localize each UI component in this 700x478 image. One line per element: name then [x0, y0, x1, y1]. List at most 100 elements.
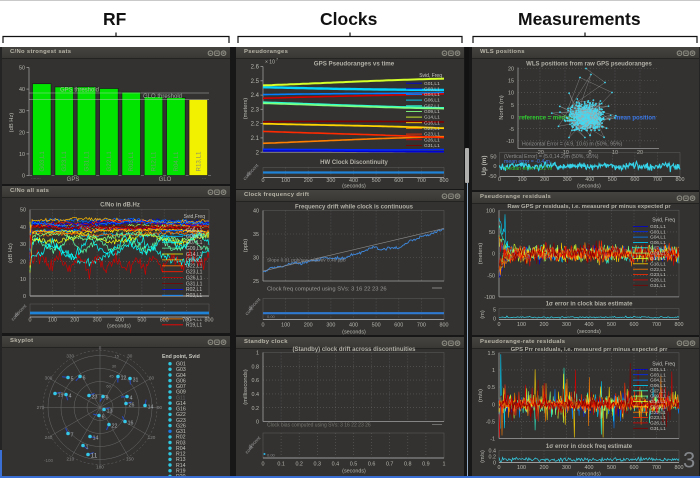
svg-text:100: 100: [281, 178, 290, 184]
svg-text:13: 13: [107, 408, 113, 414]
svg-text:G09,L1: G09,L1: [650, 250, 666, 256]
svg-text:400: 400: [115, 318, 124, 324]
svg-text:R02: R02: [176, 434, 186, 440]
svg-text:(Vertical Error) = (5.0,14.2)m: (Vertical Error) = (5.0,14.2)m (50%, 95%…: [504, 154, 599, 160]
svg-text:300: 300: [326, 323, 335, 329]
svg-text:C/No in dB.Hz: C/No in dB.Hz: [100, 203, 140, 209]
svg-text:0: 0: [262, 462, 265, 468]
svg-text:0.2: 0.2: [252, 406, 260, 412]
svg-text:-1: -1: [490, 436, 495, 442]
svg-text:G05,L1: G05,L1: [186, 228, 203, 234]
svg-text:G01,L1: G01,L1: [650, 224, 666, 230]
svg-text:North (m): North (m): [499, 95, 505, 120]
svg-text:G04,L1: G04,L1: [424, 92, 440, 98]
svg-text:30: 30: [112, 363, 117, 368]
svg-text:400: 400: [585, 465, 594, 471]
svg-text:Svid, Freq: Svid, Freq: [652, 217, 675, 223]
svg-text:G07,L1: G07,L1: [650, 245, 666, 251]
svg-text:Svid, Freq: Svid, Freq: [419, 73, 442, 79]
svg-text:0.8: 0.8: [404, 462, 412, 468]
svg-text:500: 500: [137, 318, 146, 324]
svg-text:35: 35: [253, 232, 259, 238]
svg-text:400: 400: [585, 322, 594, 328]
svg-text:100: 100: [518, 177, 527, 183]
svg-text:Svid, Freq: Svid, Freq: [652, 361, 675, 367]
svg-text:(seconds): (seconds): [342, 330, 366, 336]
svg-text:14: 14: [93, 435, 99, 441]
svg-text:22: 22: [112, 423, 118, 429]
svg-text:G06,L1: G06,L1: [650, 383, 666, 389]
svg-text:...: ...: [202, 175, 206, 181]
svg-text:400: 400: [349, 178, 358, 184]
svg-text:400: 400: [349, 323, 358, 329]
svg-text:G31,L1: G31,L1: [186, 281, 203, 287]
svg-text:0.8: 0.8: [252, 364, 260, 370]
svg-text:0: 0: [493, 460, 496, 466]
svg-text:(seconds): (seconds): [107, 324, 131, 330]
svg-text:G26: G26: [176, 423, 186, 429]
svg-text:100: 100: [517, 465, 526, 471]
svg-text:0: 0: [99, 345, 102, 350]
svg-text:HW Clock Discontinuity: HW Clock Discontinuity: [320, 160, 388, 166]
svg-text:7: 7: [276, 57, 278, 61]
svg-text:Frequency drift while clock is: Frequency drift while clock is continuou…: [295, 205, 414, 211]
svg-text:20: 20: [19, 130, 25, 136]
svg-text:700: 700: [417, 178, 426, 184]
svg-text:(seconds): (seconds): [577, 471, 601, 477]
svg-text:0: 0: [498, 465, 501, 471]
svg-text:0: 0: [492, 402, 495, 408]
svg-text:R04,L1: R04,L1: [173, 150, 180, 171]
svg-text:150: 150: [126, 456, 134, 461]
svg-text:0.7: 0.7: [386, 462, 394, 468]
svg-text:30: 30: [19, 108, 25, 114]
svg-text:R13: R13: [176, 457, 186, 463]
svg-text:3: 3: [683, 447, 695, 472]
svg-text:R03,L1: R03,L1: [186, 293, 202, 299]
svg-text:100: 100: [486, 208, 495, 214]
svg-text:300: 300: [93, 318, 102, 324]
svg-text:G16,L1: G16,L1: [186, 258, 203, 264]
svg-text:× 10: × 10: [265, 59, 275, 65]
svg-text:1: 1: [492, 368, 495, 374]
svg-text:200: 200: [540, 465, 549, 471]
svg-text:G03,L1: G03,L1: [424, 86, 440, 92]
svg-text:G16,L1: G16,L1: [650, 404, 666, 410]
svg-text:G06,L1: G06,L1: [424, 97, 440, 103]
svg-text:500: 500: [372, 178, 381, 184]
svg-text:300: 300: [45, 375, 53, 380]
svg-text:G03,L1: G03,L1: [39, 150, 46, 171]
svg-text:G22,L1: G22,L1: [650, 409, 666, 415]
svg-text:G14,L1: G14,L1: [186, 252, 203, 258]
svg-text:700: 700: [182, 318, 191, 324]
svg-text:0: 0: [29, 318, 32, 324]
svg-text:mean position: mean position: [615, 115, 656, 121]
svg-text:4: 4: [69, 393, 72, 399]
svg-text:5: 5: [71, 376, 74, 382]
svg-text:-100: -100: [44, 458, 54, 463]
svg-text:15: 15: [115, 353, 120, 358]
svg-text:G14: G14: [176, 400, 186, 406]
svg-text:-0.5: -0.5: [486, 419, 495, 425]
svg-text:R12,L1: R12,L1: [151, 150, 158, 171]
svg-text:GPS threshold: GPS threshold: [60, 87, 99, 93]
svg-text:600: 600: [630, 465, 639, 471]
svg-text:(m/s): (m/s): [480, 450, 486, 463]
svg-text:G07: G07: [176, 384, 186, 390]
svg-text:0.4: 0.4: [489, 448, 497, 454]
svg-text:GPS Pseudoranges vs time: GPS Pseudoranges vs time: [314, 60, 395, 67]
svg-text:10: 10: [612, 150, 618, 156]
svg-text:10: 10: [20, 277, 26, 283]
svg-text:0.4: 0.4: [252, 392, 260, 398]
svg-text:700: 700: [652, 465, 661, 471]
svg-text:R03: R03: [176, 440, 186, 446]
svg-text:20: 20: [508, 66, 514, 72]
svg-text:G16,L1: G16,L1: [424, 120, 440, 126]
svg-text:G04: G04: [176, 372, 186, 378]
svg-text:0: 0: [256, 420, 259, 426]
svg-text:Up (m): Up (m): [481, 155, 488, 175]
svg-text:G03,L1: G03,L1: [650, 229, 666, 235]
svg-text:2.5: 2.5: [251, 78, 260, 84]
svg-text:0.3: 0.3: [314, 462, 322, 468]
svg-text:G26,L1: G26,L1: [186, 275, 203, 281]
svg-text:15: 15: [508, 78, 514, 84]
